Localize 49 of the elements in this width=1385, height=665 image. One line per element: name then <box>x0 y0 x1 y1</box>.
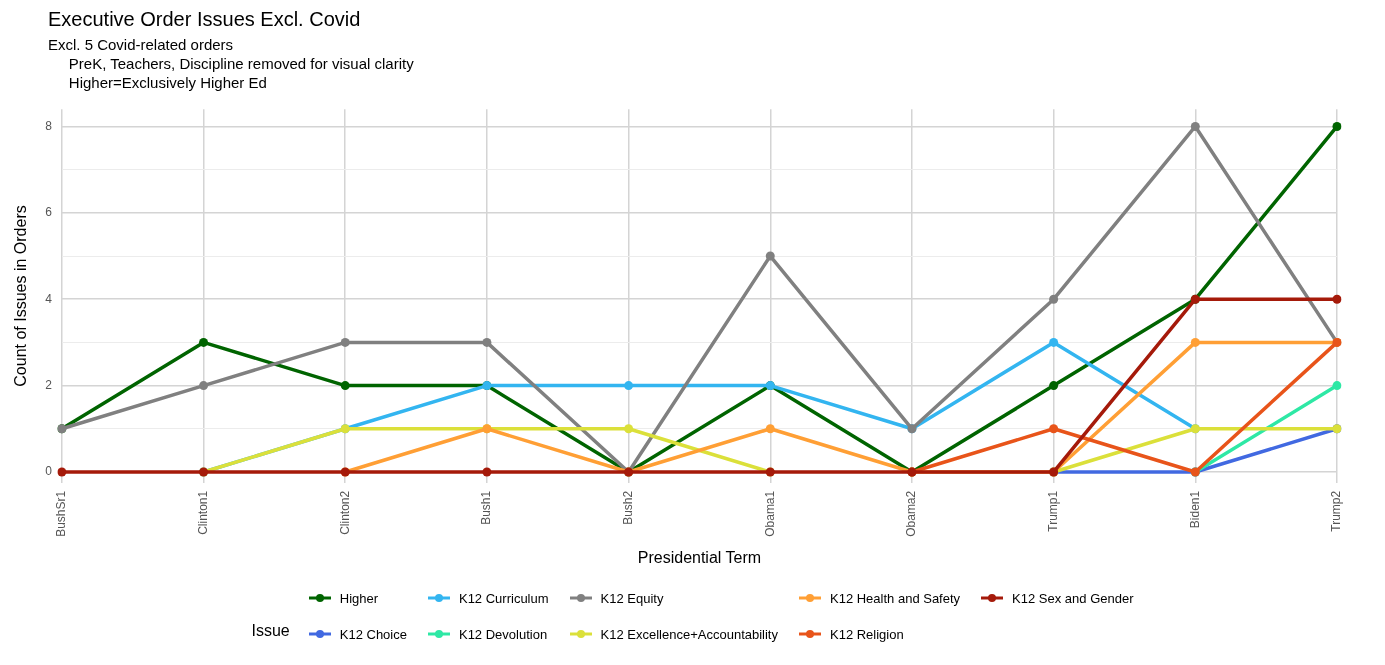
point <box>765 251 775 261</box>
x-axis-title: Presidential Term <box>637 548 762 566</box>
legend-label: K12 Devolution <box>458 626 548 642</box>
x-tick-label: Clinton1 <box>195 490 210 535</box>
point <box>1049 337 1059 347</box>
legend-label: K12 Excellence+Accountability <box>600 626 778 642</box>
legend-label: K12 Choice <box>339 626 407 642</box>
point <box>1190 337 1200 347</box>
point <box>1332 381 1342 391</box>
point <box>1332 121 1342 131</box>
chart-title: Executive Order Issues Excl. Covid <box>47 8 362 31</box>
point <box>765 424 775 434</box>
x-tick-label: Biden1 <box>1187 490 1202 529</box>
x-tick-label: Trump1 <box>1045 490 1060 532</box>
y-tick-label: 4 <box>45 291 53 306</box>
legend-label: K12 Equity <box>600 590 664 606</box>
x-tick-label: Obama1 <box>762 490 777 537</box>
x-tick-label: Clinton2 <box>337 490 352 535</box>
legend-label: K12 Sex and Gender <box>1012 590 1134 606</box>
legend-label: K12 Health and Safety <box>829 590 961 606</box>
point <box>1049 424 1059 434</box>
legend-title: Issue <box>251 621 290 640</box>
x-tick-label: Obama2 <box>904 490 919 537</box>
point <box>624 424 634 434</box>
legend-label: K12 Religion <box>829 626 904 642</box>
point <box>1049 381 1059 391</box>
x-tick-label: Trump2 <box>1329 490 1344 532</box>
y-axis-title: Count of Issues in Orders <box>12 205 30 387</box>
chart-subtitle: Excl. 5 Covid-related orders PreK, Teachers, Discipline removed for visual clarity Higher=Exclusively Higher Ed <box>47 35 415 92</box>
point <box>624 381 634 391</box>
point <box>199 337 209 347</box>
y-tick-label: 8 <box>45 118 53 133</box>
point <box>482 337 492 347</box>
point <box>1049 294 1059 304</box>
x-tick-label: Bush1 <box>479 490 494 525</box>
x-tick-label: Bush2 <box>620 490 635 525</box>
y-tick-label: 2 <box>45 377 53 392</box>
x-tick-label: BushSr1 <box>54 490 69 537</box>
point <box>482 467 492 477</box>
legend-label: K12 Curriculum <box>458 590 549 606</box>
point <box>199 381 209 391</box>
point <box>1332 294 1342 304</box>
y-tick-label: 0 <box>45 464 53 479</box>
point <box>1190 121 1200 131</box>
legend-label: Higher <box>339 590 379 606</box>
y-tick-label: 6 <box>45 205 53 220</box>
point <box>340 337 350 347</box>
point <box>340 381 350 391</box>
point <box>57 467 67 477</box>
